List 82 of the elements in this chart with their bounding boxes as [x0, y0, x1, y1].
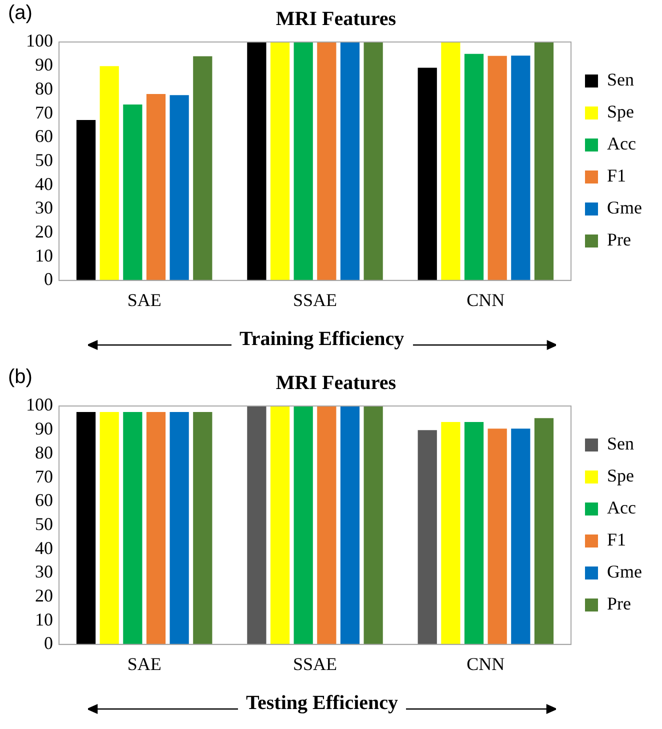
y-tick-label: 30: [35, 198, 53, 218]
bar: [441, 42, 460, 280]
bar: [247, 42, 266, 280]
bar: [340, 406, 360, 644]
bar: [317, 42, 336, 280]
x-tick-label: SAE: [127, 654, 162, 674]
legend-label: Spe: [607, 102, 634, 122]
y-tick-label: 20: [35, 585, 53, 606]
legend-label: Acc: [607, 498, 636, 518]
bar: [534, 42, 554, 280]
bar: [146, 412, 166, 644]
y-tick-label: 40: [35, 538, 53, 558]
bar: [317, 406, 336, 644]
y-tick-label: 100: [26, 30, 53, 51]
legend-label: Sen: [607, 434, 634, 454]
bar: [193, 412, 212, 644]
bar: [364, 406, 383, 644]
bar: [511, 428, 530, 644]
bar: [247, 406, 266, 644]
bar: [340, 42, 360, 280]
bar: [464, 422, 484, 644]
bar: [170, 412, 189, 644]
y-tick-label: 30: [35, 562, 53, 582]
bar: [100, 412, 119, 644]
text: (a): [8, 2, 32, 25]
bar: [193, 56, 212, 280]
y-tick-label: 90: [35, 54, 53, 75]
bar: [100, 66, 119, 280]
x-tick-label: SSAE: [293, 654, 338, 674]
bar: [294, 42, 313, 280]
y-tick-label: 70: [35, 102, 53, 122]
bar: [270, 42, 290, 280]
x-tick-label: SSAE: [293, 290, 338, 310]
bar: [76, 412, 96, 644]
bar: [76, 120, 96, 280]
bar: [418, 68, 437, 280]
y-tick-label: 50: [35, 150, 53, 170]
bar: [488, 428, 507, 644]
bar: [123, 412, 142, 644]
legend-label: Spe: [607, 466, 634, 486]
bar: [123, 104, 142, 280]
text: (b): [8, 366, 32, 389]
bar: [170, 95, 189, 280]
bar: [364, 42, 383, 280]
bar: [464, 54, 484, 280]
y-tick-label: 90: [35, 418, 53, 439]
y-tick-label: 40: [35, 174, 53, 194]
legend-label: Acc: [607, 134, 636, 154]
chart-title: MRI Features: [276, 8, 396, 30]
bar: [534, 418, 554, 644]
legend-label: Gme: [607, 562, 642, 582]
y-tick-label: 80: [35, 78, 53, 98]
bar: [146, 94, 166, 280]
y-tick-label: 20: [35, 221, 53, 242]
y-tick-label: 0: [44, 269, 53, 290]
y-tick-label: 60: [35, 490, 53, 510]
x-axis-title: Testing Efficiency: [238, 692, 406, 715]
bar: [294, 406, 313, 644]
legend-label: F1: [607, 166, 626, 186]
bar: [488, 56, 507, 280]
x-axis-title: Training Efficiency: [232, 328, 412, 351]
y-tick-label: 0: [44, 633, 53, 654]
y-tick-label: 50: [35, 514, 53, 534]
bar: [418, 430, 437, 644]
legend-label: F1: [607, 530, 626, 550]
legend-label: Gme: [607, 198, 642, 218]
y-tick-label: 60: [35, 126, 53, 146]
y-tick-label: 100: [26, 394, 53, 415]
bar: [441, 422, 460, 644]
x-tick-label: SAE: [127, 290, 162, 310]
y-tick-label: 10: [35, 609, 53, 630]
y-tick-label: 10: [35, 245, 53, 266]
legend-label: Pre: [607, 594, 632, 614]
bar: [511, 56, 530, 280]
y-tick-label: 70: [35, 466, 53, 486]
y-tick-label: 80: [35, 442, 53, 462]
legend-label: Pre: [607, 230, 632, 250]
bar: [270, 406, 290, 644]
x-tick-label: CNN: [466, 290, 505, 310]
legend-label: Sen: [607, 70, 634, 90]
chart-title: MRI Features: [276, 372, 396, 394]
x-tick-label: CNN: [466, 654, 505, 674]
